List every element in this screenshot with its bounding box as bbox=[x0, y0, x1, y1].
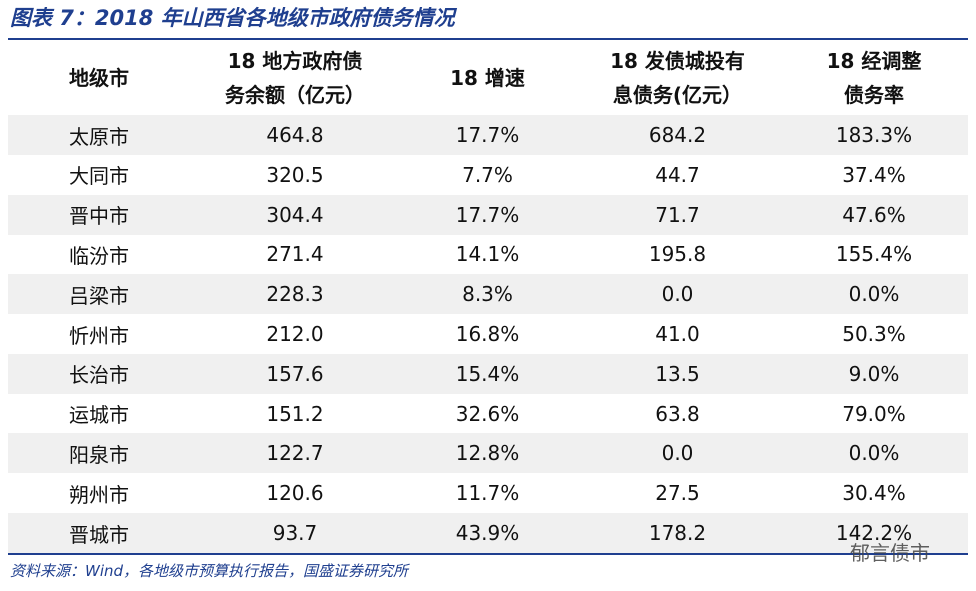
table-row bbox=[8, 433, 968, 474]
table-cell: 11.7% bbox=[455, 481, 520, 506]
table-cell: 0.0 bbox=[661, 441, 694, 466]
table-cell: 320.5 bbox=[266, 162, 324, 187]
table-cell: 7.7% bbox=[462, 162, 513, 187]
table-cell: 15.4% bbox=[455, 361, 520, 386]
table-cell: 304.4 bbox=[266, 202, 324, 227]
table-cell: 50.3% bbox=[842, 322, 906, 346]
table-cell: 228.3 bbox=[266, 282, 324, 307]
table-cell: 14.1% bbox=[455, 242, 520, 267]
table-cell: 63.8 bbox=[655, 401, 700, 426]
header-text: 务余额（亿元） bbox=[225, 82, 365, 107]
source-note: 资料来源：Wind，各地级市预算执行报告，国盛证券研究所 bbox=[10, 562, 409, 580]
table-cell: 157.6 bbox=[266, 361, 324, 386]
rule bbox=[8, 553, 968, 555]
table-cell: 13.5 bbox=[655, 361, 700, 386]
table-cell: 43.9% bbox=[455, 521, 520, 545]
table-cell: 183.3% bbox=[835, 123, 913, 147]
title: 图表 7：2018 年山西省各地级市政府债务情况 bbox=[10, 6, 455, 30]
header-text: 18 发债城投有 bbox=[610, 48, 745, 73]
table-cell: 271.4 bbox=[266, 242, 324, 267]
table-cell: 0.0% bbox=[848, 441, 900, 466]
table-cell: 71.7 bbox=[655, 202, 700, 227]
table-cell: 37.4% bbox=[842, 162, 906, 187]
table-cell: 大同市 bbox=[69, 164, 129, 189]
table-cell: 684.2 bbox=[648, 123, 707, 147]
table-cell: 吕梁市 bbox=[69, 283, 129, 308]
table-cell: 长治市 bbox=[69, 363, 129, 388]
table-cell: 0.0% bbox=[848, 282, 900, 307]
table-cell: 122.7 bbox=[266, 441, 324, 466]
table-cell: 120.6 bbox=[266, 481, 324, 506]
table-row bbox=[8, 513, 968, 553]
header-cell: 18 地方政府债 务余额（亿元） bbox=[190, 40, 400, 115]
table-cell: 0.0 bbox=[661, 282, 694, 307]
table-cell: 212.0 bbox=[266, 322, 324, 346]
table-cell: 17.7% bbox=[455, 202, 520, 227]
header-cell: 18 增速 bbox=[400, 40, 575, 115]
header-text: 18 增速 bbox=[450, 65, 525, 90]
table-cell: 155.4% bbox=[835, 242, 913, 267]
table-cell: 464.8 bbox=[266, 123, 324, 147]
table-cell: 晋中市 bbox=[69, 204, 129, 229]
watermark: 郁言债市 bbox=[850, 541, 930, 565]
table-cell: 93.7 bbox=[272, 521, 318, 545]
table-cell: 178.2 bbox=[648, 521, 707, 545]
table-cell: 16.8% bbox=[455, 322, 520, 346]
table-cell: 151.2 bbox=[266, 401, 324, 426]
table-cell: 临汾市 bbox=[69, 243, 129, 268]
table-row bbox=[8, 274, 968, 315]
table-cell: 阳泉市 bbox=[69, 442, 129, 467]
table-row bbox=[8, 115, 968, 155]
table-row bbox=[8, 194, 968, 235]
table-cell: 27.5 bbox=[655, 481, 700, 506]
table-cell: 44.7 bbox=[655, 162, 700, 187]
table-cell: 太原市 bbox=[69, 124, 129, 149]
table-cell: 79.0% bbox=[842, 401, 906, 426]
table-cell: 195.8 bbox=[648, 242, 707, 267]
header-text: 息债务(亿元） bbox=[612, 82, 743, 107]
table-cell: 12.8% bbox=[455, 441, 520, 466]
table-cell: 17.7% bbox=[455, 123, 520, 147]
table-cell: 8.3% bbox=[462, 282, 513, 307]
table-cell: 41.0 bbox=[655, 322, 700, 346]
header-text: 地级市 bbox=[69, 65, 129, 90]
table-cell: 30.4% bbox=[842, 481, 906, 506]
rule bbox=[8, 38, 968, 40]
header-cell: 地级市 bbox=[8, 40, 190, 115]
header-text: 债务率 bbox=[844, 82, 904, 107]
header-text: 18 地方政府债 bbox=[227, 48, 363, 73]
table-cell: 47.6% bbox=[842, 202, 906, 227]
table-cell: 晋城市 bbox=[69, 522, 129, 547]
header-cell: 18 发债城投有 息债务(亿元） bbox=[575, 40, 780, 115]
table-cell: 9.0% bbox=[848, 361, 900, 386]
table-cell: 142.2% bbox=[835, 521, 913, 545]
table-cell: 忻州市 bbox=[69, 323, 129, 348]
table-cell: 朔州市 bbox=[69, 482, 129, 507]
header-text: 18 经调整 bbox=[826, 48, 922, 73]
table-cell: 运城市 bbox=[69, 403, 129, 428]
header-cell: 18 经调整 债务率 bbox=[780, 40, 968, 115]
table-cell: 32.6% bbox=[455, 401, 520, 426]
table-row bbox=[8, 353, 968, 394]
